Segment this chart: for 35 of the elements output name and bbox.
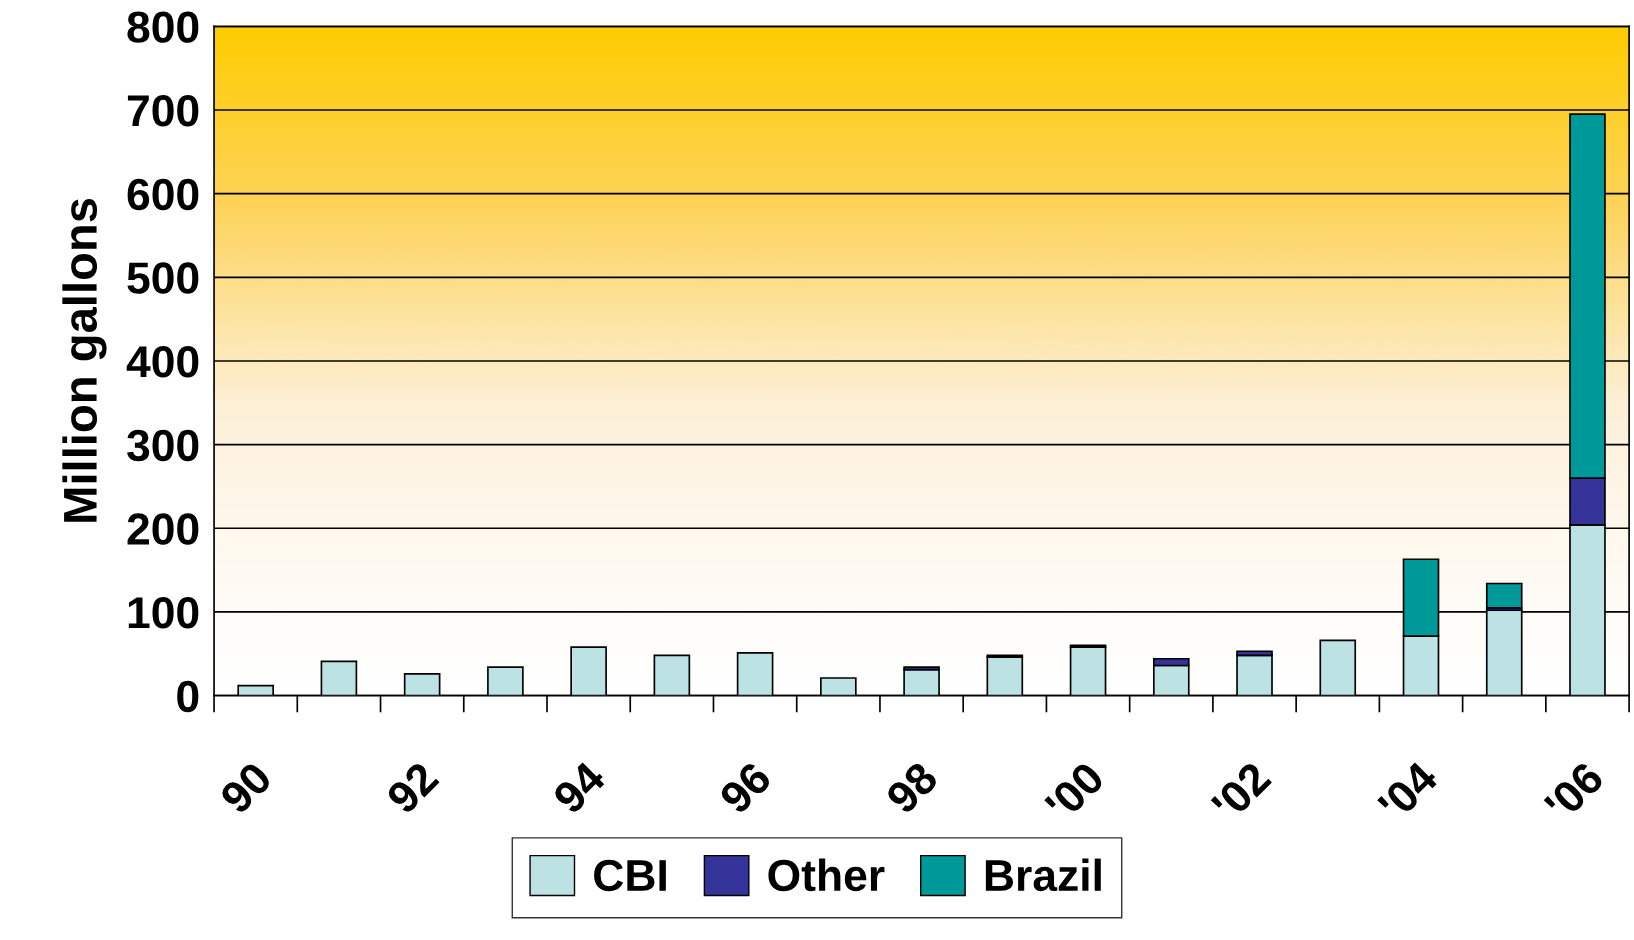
x-tick-label: '06 [1543,760,1606,823]
x-tick-label: 92 [384,760,440,816]
y-tick-label: 800 [127,11,199,43]
x-tick-label: '00 [1043,760,1106,823]
y-tick-label: 200 [127,513,199,545]
bar [1236,654,1273,696]
y-tick-label: 700 [127,95,199,127]
bar [986,656,1024,696]
x-tick-label: '02 [1210,760,1273,823]
bar [903,668,940,696]
bar [1069,646,1107,696]
y-tick-label: 300 [127,429,199,462]
x-tick-label: 94 [551,759,608,816]
legend-label: Brazil [985,858,1101,892]
bar [736,652,774,696]
y-tick-label: 600 [127,178,199,211]
legend-label: CBI [594,859,666,892]
legend-label: Other [768,858,885,892]
y-tick-label: 400 [126,346,199,378]
bar [320,660,358,696]
bar [403,673,441,696]
y-axis-title: Million gallons [62,198,107,522]
bar [653,654,691,696]
y-tick-label: 100 [128,597,199,629]
y-tick-label: 0 [177,680,199,713]
bar [1319,639,1357,696]
bar [570,646,607,696]
bar [487,666,524,696]
bar [820,677,857,696]
x-tick-label: 96 [717,760,773,816]
x-tick-label: 90 [218,760,274,816]
x-tick-label: 98 [884,760,940,816]
x-tick-label: '04 [1376,759,1440,823]
bar [237,684,274,696]
y-tick-label: 500 [127,262,199,294]
